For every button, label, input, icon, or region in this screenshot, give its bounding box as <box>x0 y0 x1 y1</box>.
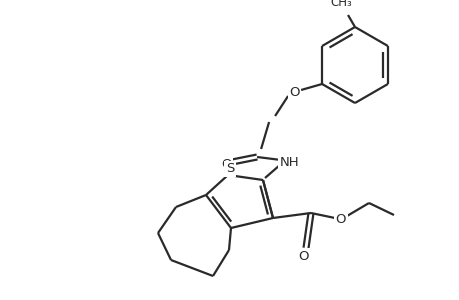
Text: CH₃: CH₃ <box>330 0 351 8</box>
Text: NH: NH <box>279 155 298 169</box>
Text: S: S <box>225 163 234 176</box>
Text: O: O <box>335 214 346 226</box>
Text: O: O <box>288 85 299 98</box>
Text: O: O <box>220 158 231 170</box>
Text: O: O <box>298 250 308 262</box>
